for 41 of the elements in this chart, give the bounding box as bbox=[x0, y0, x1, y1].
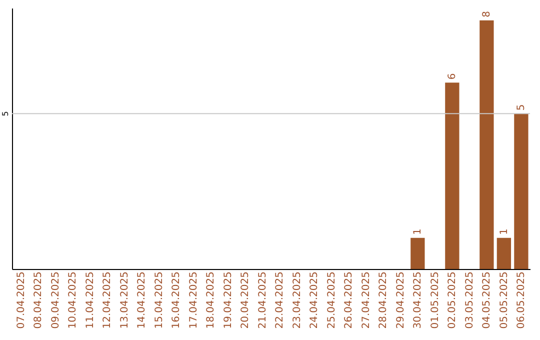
x-tick-label: 24.04.2025 bbox=[309, 272, 320, 329]
ref-line-label: 5 bbox=[1, 111, 10, 116]
x-tick-label: 05.05.2025 bbox=[498, 272, 510, 329]
bar bbox=[514, 114, 528, 269]
x-tick-label: 27.04.2025 bbox=[360, 272, 372, 329]
data-label: 5 bbox=[516, 104, 528, 111]
x-tick-label: 15.04.2025 bbox=[154, 272, 165, 329]
x-tick-label: 12.04.2025 bbox=[102, 272, 114, 329]
x-tick-label: 09.04.2025 bbox=[50, 272, 62, 329]
bar bbox=[410, 238, 425, 269]
bar bbox=[496, 238, 512, 269]
x-tick-label: 07.04.2025 bbox=[16, 272, 27, 329]
x-tick-label: 21.04.2025 bbox=[257, 272, 268, 329]
bar bbox=[480, 20, 494, 269]
x-tick-label: 26.04.2025 bbox=[344, 272, 355, 329]
data-label: 8 bbox=[482, 11, 493, 18]
x-tick-label: 18.04.2025 bbox=[206, 272, 217, 329]
bar bbox=[445, 82, 460, 269]
x-tick-label: 02.05.2025 bbox=[447, 272, 458, 329]
x-tick-label: 19.04.2025 bbox=[222, 272, 234, 329]
data-label: 1 bbox=[412, 228, 424, 235]
x-tick-label: 10.04.2025 bbox=[68, 272, 79, 329]
x-tick-label: 22.04.2025 bbox=[274, 272, 286, 329]
data-label: 1 bbox=[498, 228, 510, 235]
x-tick-label: 04.05.2025 bbox=[482, 272, 493, 329]
x-tick-label: 03.05.2025 bbox=[464, 272, 476, 329]
x-tick-label: 25.04.2025 bbox=[326, 272, 338, 329]
x-tick-label: 16.04.2025 bbox=[171, 272, 182, 329]
x-tick-label: 23.04.2025 bbox=[292, 272, 303, 329]
x-tick-label: 13.04.2025 bbox=[119, 272, 130, 329]
x-tick-label: 28.04.2025 bbox=[378, 272, 390, 329]
x-tick-label: 14.04.2025 bbox=[136, 272, 148, 329]
x-tick-label: 29.04.2025 bbox=[395, 272, 406, 329]
data-label: 6 bbox=[447, 73, 458, 80]
x-tick-label: 20.04.2025 bbox=[240, 272, 252, 329]
x-tick-label: 08.04.2025 bbox=[33, 272, 44, 329]
x-tick-label: 17.04.2025 bbox=[188, 272, 200, 329]
x-tick-label: 01.05.2025 bbox=[430, 272, 441, 329]
x-tick-label: 06.05.2025 bbox=[516, 272, 528, 329]
x-tick-label: 11.04.2025 bbox=[84, 272, 96, 329]
x-tick-label: 30.04.2025 bbox=[412, 272, 424, 329]
